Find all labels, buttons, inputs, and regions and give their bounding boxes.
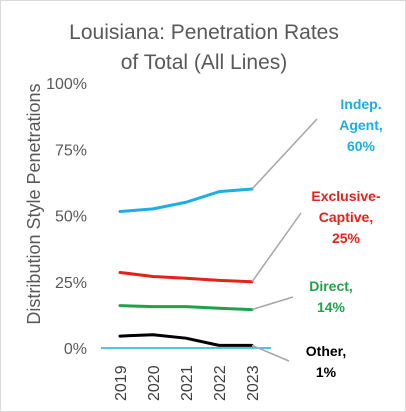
leader-line: [251, 344, 290, 362]
leader-line: [251, 118, 318, 190]
series-data-label: Direct,: [309, 278, 353, 294]
chart-title-line-2: of Total (All Lines): [121, 51, 288, 74]
series-data-label: 60%: [347, 138, 376, 154]
x-tick-label: 2023: [245, 365, 262, 401]
leader-line: [251, 296, 294, 311]
series-data-label: Other,: [306, 343, 346, 359]
x-tick-label: 2022: [212, 365, 229, 401]
y-axis-label: Distribution Style Penetrations: [24, 83, 44, 324]
y-tick-label: 0%: [64, 341, 87, 358]
series-data-label: 25%: [332, 230, 361, 246]
series-data-label: Captive,: [319, 209, 373, 225]
series-line-indep-agent: [118, 187, 254, 214]
series-line-other: [118, 333, 254, 347]
x-tick-label: 2021: [179, 365, 196, 401]
series-data-label: Indep.: [340, 96, 381, 112]
x-tick-label: 2019: [113, 365, 130, 401]
y-tick-label: 75%: [55, 142, 87, 159]
series-line-exclusive-captive: [118, 270, 254, 284]
series-data-label: Agent,: [339, 117, 383, 133]
x-tick-label: 2020: [146, 365, 163, 401]
series-line-direct: [118, 304, 254, 312]
y-tick-label: 100%: [46, 76, 87, 93]
chart-title-line-1: Louisiana: Penetration Rates: [69, 21, 339, 44]
leader-line: [251, 212, 302, 283]
series-data-label: Exclusive-: [311, 188, 381, 204]
series-data-label: 1%: [316, 364, 337, 380]
y-tick-label: 50%: [55, 209, 87, 226]
series-data-label: 14%: [317, 299, 346, 315]
y-tick-label: 25%: [55, 275, 87, 292]
